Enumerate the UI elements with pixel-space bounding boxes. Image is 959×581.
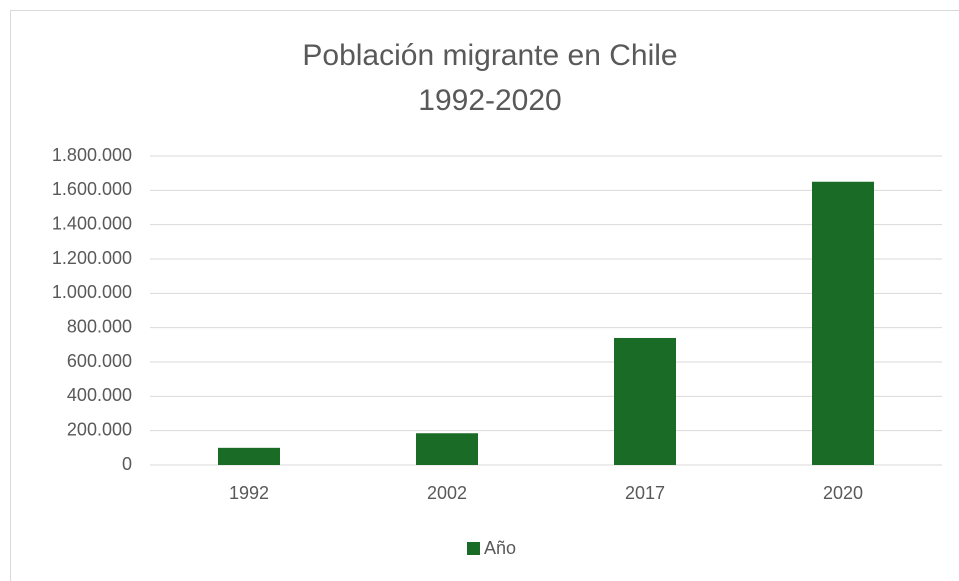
x-tick-label: 2002 <box>427 483 467 503</box>
y-tick-label: 1.600.000 <box>52 179 132 199</box>
bar <box>218 447 280 465</box>
y-tick-label: 1.400.000 <box>52 213 132 233</box>
x-tick-label: 2020 <box>823 483 863 503</box>
bar <box>812 181 874 465</box>
y-tick-label: 200.000 <box>67 419 132 439</box>
chart-subtitle: 1992-2020 <box>418 84 561 117</box>
x-tick-label: 1992 <box>229 483 269 503</box>
legend-label: Año <box>484 538 516 558</box>
y-tick-label: 1.800.000 <box>52 145 132 165</box>
x-tick-label: 2017 <box>625 483 665 503</box>
bar <box>416 433 478 465</box>
y-tick-label: 0 <box>122 454 132 474</box>
y-tick-label: 1.200.000 <box>52 248 132 268</box>
legend-swatch <box>467 542 480 555</box>
y-tick-label: 600.000 <box>67 351 132 371</box>
y-tick-label: 800.000 <box>67 316 132 336</box>
chart-frame <box>10 10 959 581</box>
y-tick-label: 400.000 <box>67 385 132 405</box>
bar <box>614 337 676 465</box>
chart-title: Población migrante en Chile <box>302 39 677 72</box>
y-tick-label: 1.000.000 <box>52 282 132 302</box>
